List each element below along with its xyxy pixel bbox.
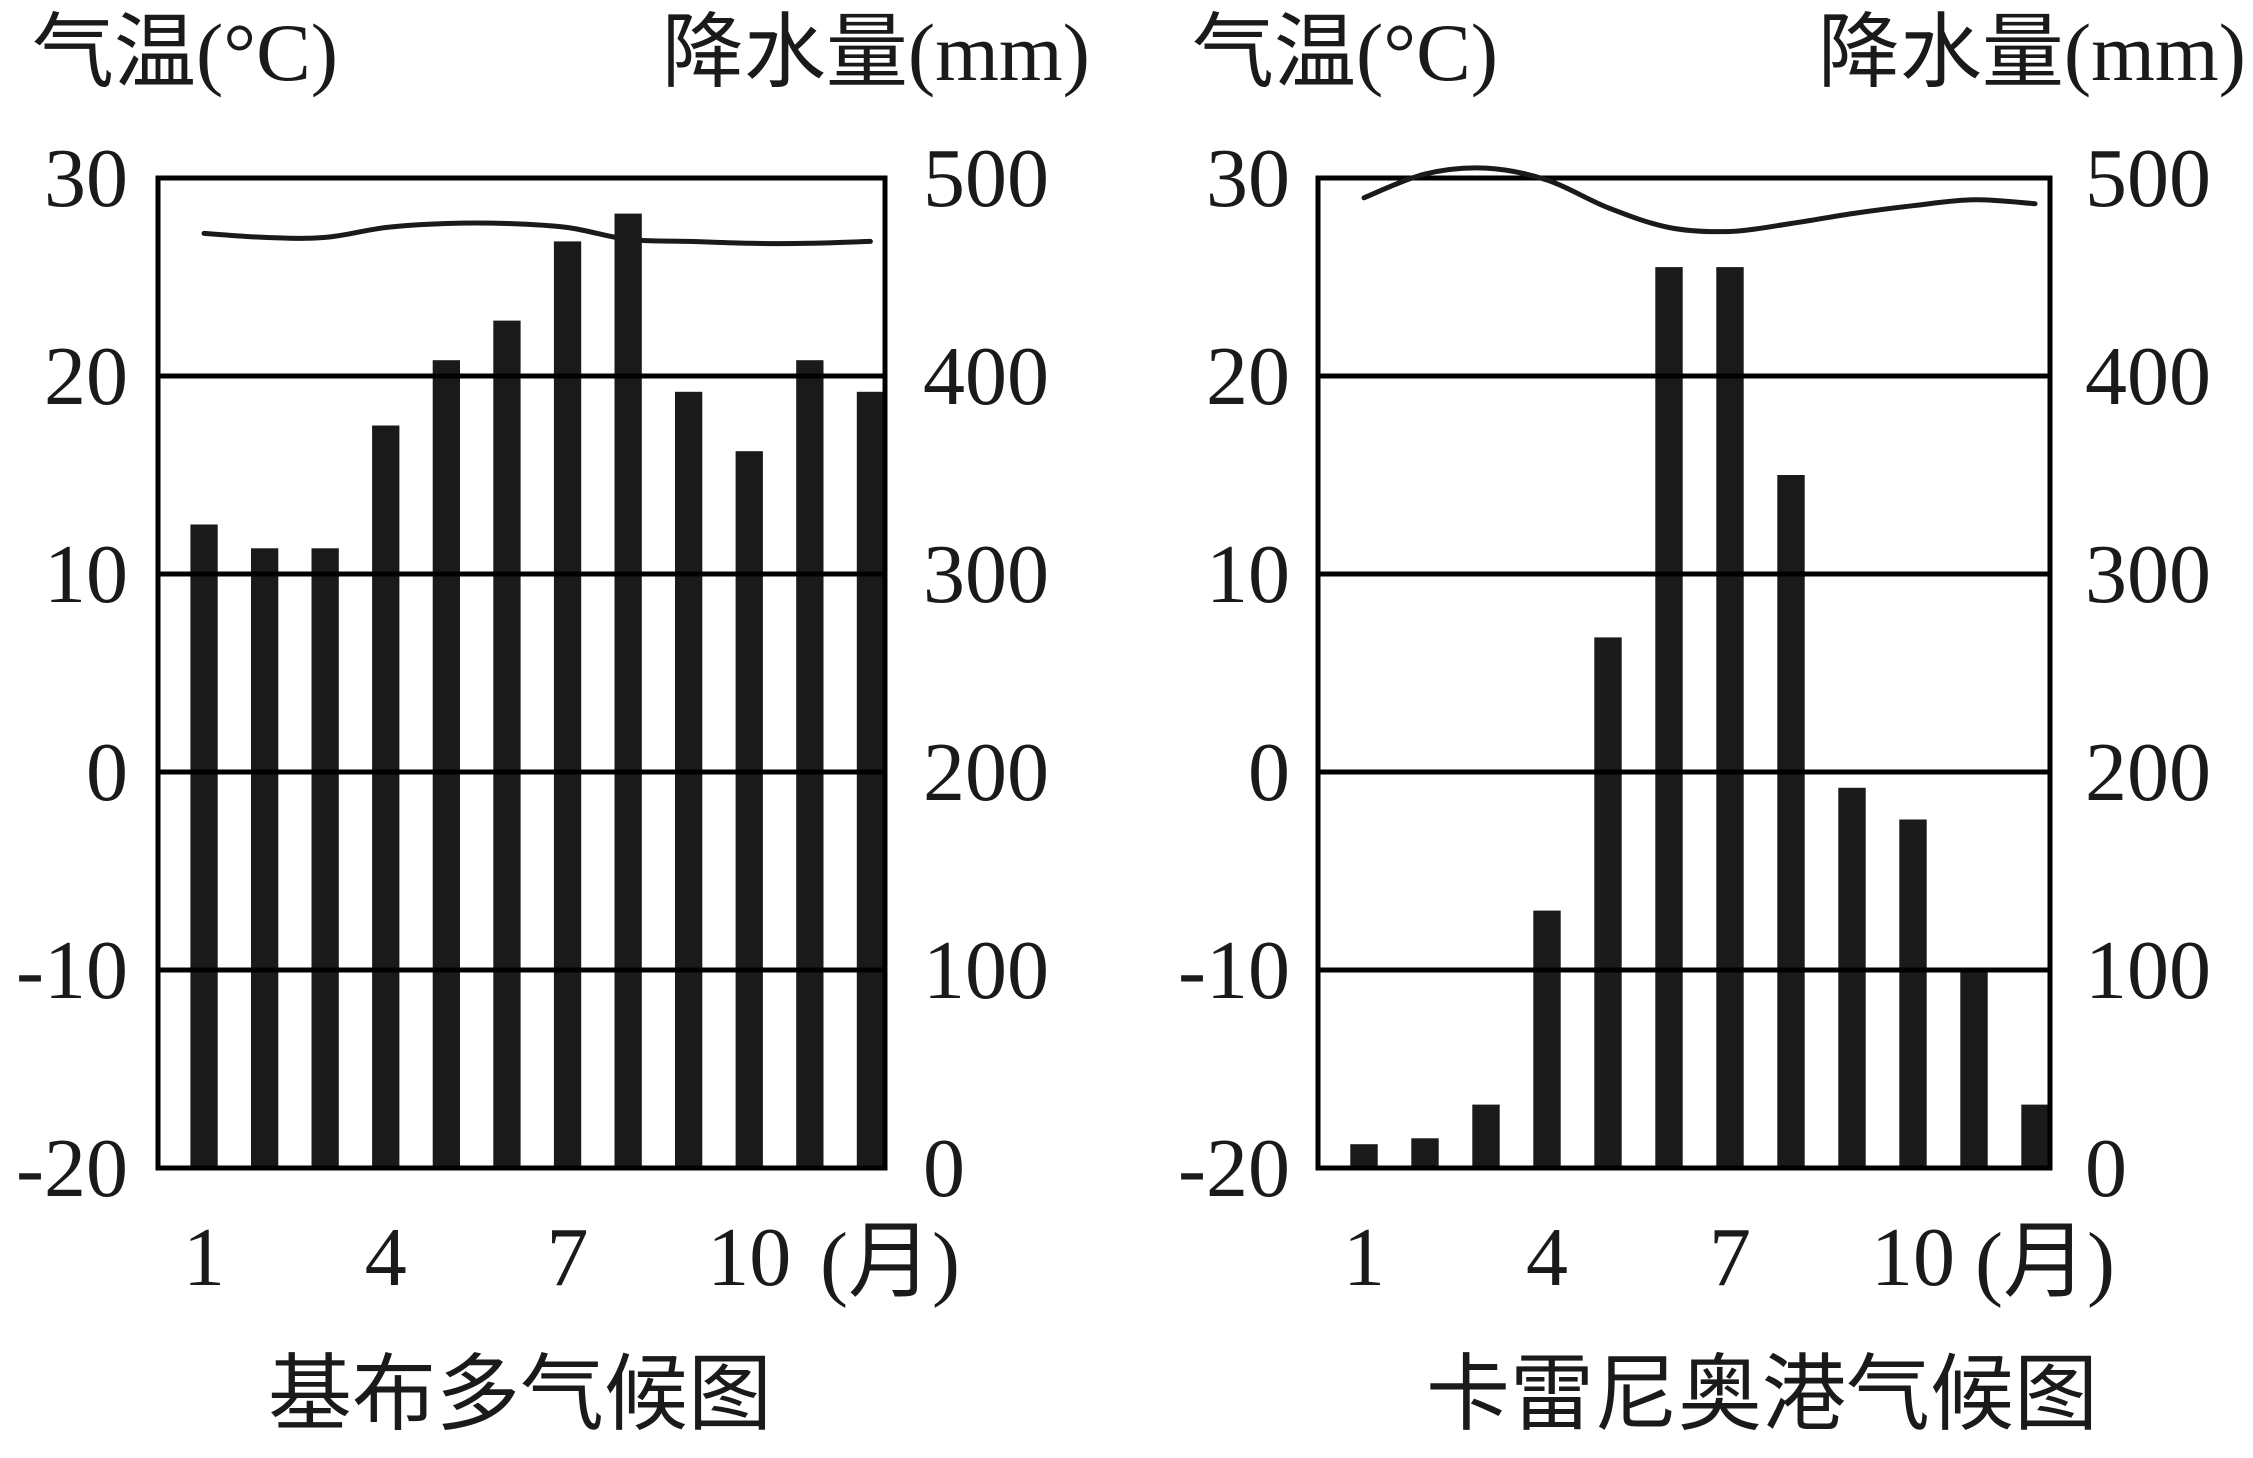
precipitation-bar-month-3 bbox=[1472, 1104, 1500, 1168]
precipitation-bar-month-8 bbox=[614, 213, 642, 1169]
right-axis-tick-label: 0 bbox=[923, 1122, 965, 1215]
left-axis-tick-label: 10 bbox=[1206, 528, 1290, 621]
precipitation-bar-month-8 bbox=[1777, 475, 1805, 1168]
right-axis-tick-label: 100 bbox=[923, 924, 1049, 1017]
left-axis-tick-label: 30 bbox=[1206, 132, 1290, 225]
left-axis-tick-label: 0 bbox=[86, 726, 128, 819]
temperature-line bbox=[1361, 165, 2038, 235]
x-axis-unit: (月) bbox=[1975, 1216, 2115, 1309]
right-axis-tick-label: 200 bbox=[923, 726, 1049, 819]
x-axis-tick-label: 10 bbox=[707, 1211, 791, 1304]
precipitation-bar-month-2 bbox=[1411, 1138, 1439, 1168]
left-axis-tick-label: -10 bbox=[16, 924, 128, 1017]
left-axis-tick-label: 20 bbox=[44, 330, 128, 423]
plot-frame bbox=[155, 175, 888, 1171]
precipitation-bar-month-4 bbox=[1533, 910, 1561, 1168]
precipitation-bar-month-7 bbox=[1716, 267, 1744, 1169]
x-axis-tick-label: 7 bbox=[547, 1211, 589, 1304]
precipitation-bar-month-10 bbox=[735, 451, 763, 1168]
right-axis-tick-label: 400 bbox=[923, 330, 1049, 423]
x-axis-tick-label: 1 bbox=[183, 1211, 225, 1304]
chart-title: 卡雷尼奥港气候图 bbox=[1426, 1349, 2098, 1442]
left-axis-title: 气温(°C) bbox=[1192, 7, 1498, 98]
x-axis-tick-label: 7 bbox=[1709, 1211, 1751, 1304]
left-axis-tick-label: 20 bbox=[1206, 330, 1290, 423]
temperature-line bbox=[201, 220, 873, 247]
plot-frame bbox=[1315, 175, 2053, 1171]
precipitation-bar-month-1 bbox=[1350, 1144, 1378, 1168]
precipitation-bar-month-2 bbox=[251, 548, 279, 1168]
chart-title: 基布多气候图 bbox=[268, 1349, 772, 1442]
precipitation-bar-month-1 bbox=[190, 524, 218, 1168]
x-axis-tick-label: 4 bbox=[1526, 1211, 1568, 1304]
precipitation-bar-month-9 bbox=[1838, 787, 1866, 1168]
right-axis-tick-label: 300 bbox=[2085, 528, 2211, 621]
right-axis-tick-label: 0 bbox=[2085, 1122, 2127, 1215]
precipitation-bar-month-6 bbox=[1655, 267, 1683, 1169]
right-axis-tick-label: 500 bbox=[2085, 132, 2211, 225]
right-axis-title: 降水量(mm) bbox=[662, 7, 1090, 98]
x-axis-unit: (月) bbox=[820, 1216, 960, 1309]
left-axis-title: 气温(°C) bbox=[32, 7, 338, 98]
precipitation-bar-month-3 bbox=[311, 548, 339, 1168]
left-axis-tick-label: -20 bbox=[16, 1122, 128, 1215]
precipitation-bar-month-5 bbox=[1594, 637, 1622, 1168]
precipitation-bar-month-12 bbox=[2021, 1104, 2049, 1168]
precipitation-bar-month-10 bbox=[1899, 819, 1927, 1168]
x-axis-tick-label: 4 bbox=[365, 1211, 407, 1304]
right-axis-tick-label: 300 bbox=[923, 528, 1049, 621]
left-axis-tick-label: -20 bbox=[1178, 1122, 1290, 1215]
precipitation-bar-month-11 bbox=[1960, 970, 1988, 1168]
precipitation-bar-month-7 bbox=[553, 241, 582, 1168]
precipitation-bar-month-9 bbox=[675, 391, 703, 1168]
right-axis-tick-label: 100 bbox=[2085, 924, 2211, 1017]
precipitation-bar-month-5 bbox=[432, 360, 460, 1168]
right-axis-tick-label: 200 bbox=[2085, 726, 2211, 819]
left-axis-tick-label: 10 bbox=[44, 528, 128, 621]
right-axis-title: 降水量(mm) bbox=[1818, 7, 2246, 98]
right-axis-tick-label: 400 bbox=[2085, 330, 2211, 423]
precipitation-bar-month-6 bbox=[493, 320, 521, 1169]
precipitation-bar-month-12 bbox=[856, 391, 885, 1168]
x-axis-tick-label: 1 bbox=[1343, 1211, 1385, 1304]
left-axis-tick-label: 30 bbox=[44, 132, 128, 225]
left-axis-tick-label: 0 bbox=[1248, 726, 1290, 819]
precipitation-bar-month-11 bbox=[796, 360, 824, 1168]
precipitation-bar-month-4 bbox=[372, 425, 400, 1168]
x-axis-tick-label: 10 bbox=[1871, 1211, 1955, 1304]
left-axis-tick-label: -10 bbox=[1178, 924, 1290, 1017]
right-axis-tick-label: 500 bbox=[923, 132, 1049, 225]
